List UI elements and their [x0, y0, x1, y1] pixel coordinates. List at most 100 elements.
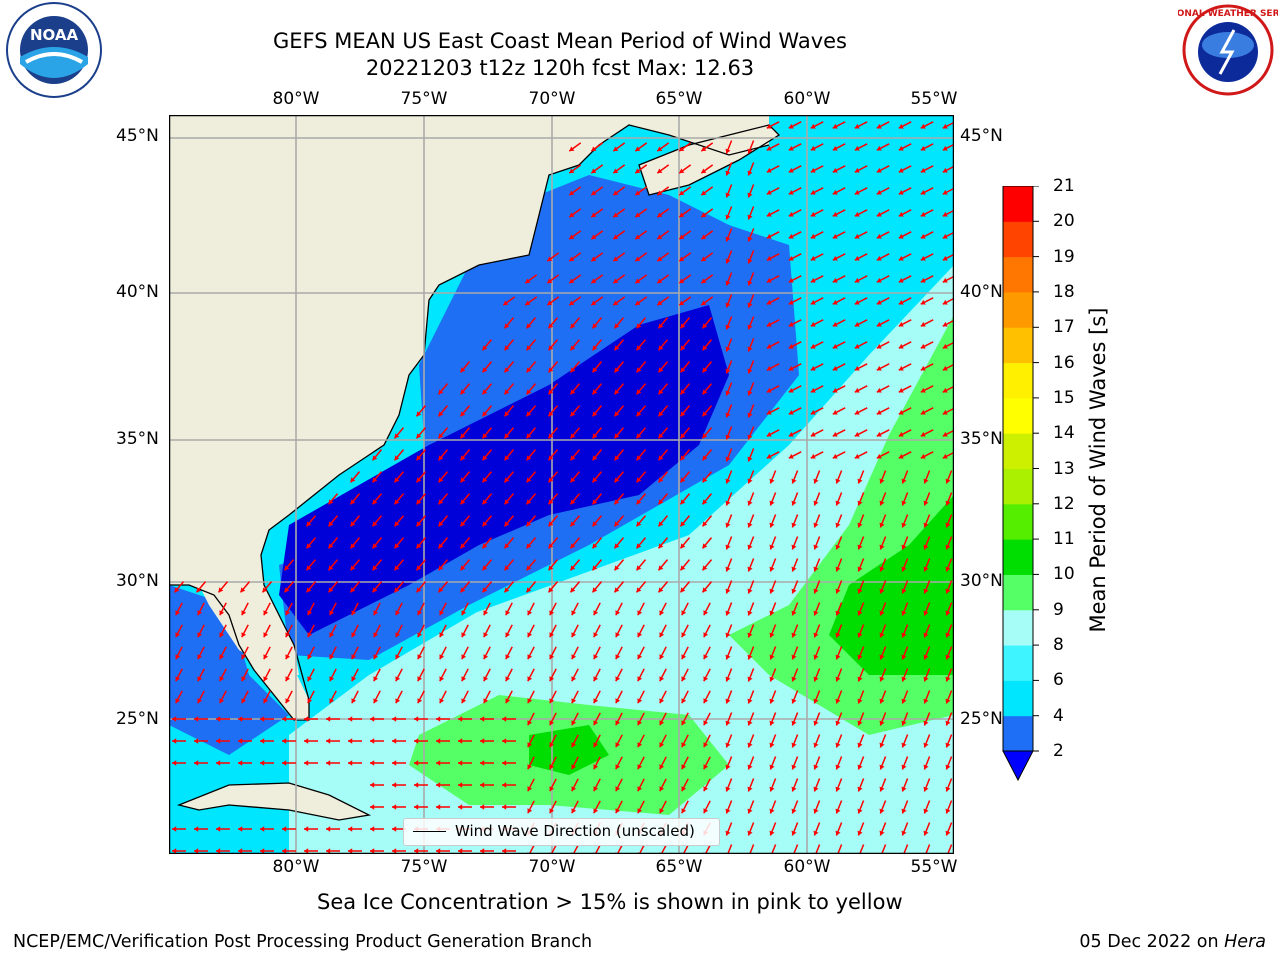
wave-arrow-head: [747, 192, 753, 198]
colorbar-segment: [1003, 433, 1033, 469]
wave-arrow-head: [636, 433, 642, 439]
wave-arrow-head: [436, 738, 441, 744]
wave-arrow-head: [854, 431, 860, 437]
wave-arrow-head: [438, 433, 444, 439]
wave-arrow-head: [637, 610, 643, 616]
wave-arrow: [572, 844, 579, 854]
wave-arrow-head: [482, 433, 488, 439]
wave-arrow-head: [835, 786, 841, 792]
wave-arrow-head: [659, 632, 665, 638]
wave-arrow-head: [703, 654, 709, 660]
wave-arrow-head: [219, 654, 225, 660]
wave-arrow-head: [637, 808, 643, 814]
wave-arrow-head: [766, 453, 772, 459]
wave-arrow-head: [548, 389, 554, 395]
wave-arrow-head: [854, 255, 860, 261]
wave-arrow-head: [438, 389, 444, 395]
zone-bright-green: [829, 495, 954, 675]
wave-arrow-head: [832, 277, 838, 283]
wave-arrow-head: [747, 566, 753, 572]
wave-arrow-head: [526, 455, 532, 461]
wave-arrow-head: [460, 389, 466, 395]
wave-arrow-head: [304, 738, 309, 744]
wave-arrow-head: [769, 830, 775, 836]
map-legend: Wind Wave Direction (unscaled): [403, 818, 720, 846]
wave-arrow-head: [570, 411, 576, 417]
wave-arrow-head: [194, 716, 199, 722]
colorbar-tick-label: 18: [1053, 281, 1075, 302]
wave-arrow-head: [766, 123, 772, 129]
wave-arrow-head: [504, 345, 510, 351]
wave-arrow-head: [920, 189, 926, 195]
wave-arrow-head: [703, 720, 709, 726]
wave-arrow-head: [680, 521, 686, 527]
wave-arrow-head: [549, 698, 555, 704]
wave-arrow-head: [876, 387, 882, 393]
wave-arrow-head: [766, 365, 772, 371]
colorbar-tick-label: 14: [1053, 423, 1075, 444]
wave-arrow-head: [458, 738, 463, 744]
wave-arrow-head: [945, 566, 951, 572]
wave-arrow-head: [702, 499, 708, 505]
wave-arrow-head: [813, 808, 819, 814]
wave-arrow-head: [526, 367, 532, 373]
wave-arrow-head: [680, 455, 686, 461]
wave-arrow-head: [372, 521, 378, 527]
wave-arrow-head: [480, 782, 485, 788]
wave-arrow-head: [219, 676, 225, 682]
wave-arrow-head: [920, 123, 926, 129]
wave-arrow: [946, 844, 953, 854]
wave-arrow-head: [788, 453, 794, 459]
wave-arrow-head: [725, 610, 731, 616]
wave-arrow-head: [788, 233, 794, 239]
wave-arrow-head: [747, 346, 753, 352]
wave-arrow-head: [942, 409, 948, 415]
wave-arrow-head: [857, 654, 863, 660]
wave-arrow-head: [810, 189, 816, 195]
wave-arrow-head: [592, 433, 598, 439]
wave-arrow-head: [923, 720, 929, 726]
wave-arrow-head: [526, 323, 532, 329]
wave-arrow-head: [879, 764, 885, 770]
wave-arrow-head: [525, 278, 531, 284]
wind-wave-arrows: [172, 121, 954, 854]
wave-arrow-head: [703, 786, 709, 792]
wave-arrow-head: [810, 387, 816, 393]
wave-arrow-head: [436, 804, 441, 810]
wave-arrow-head: [304, 716, 309, 722]
lon-label-top-60w: 60°W: [783, 89, 831, 109]
wave-arrow-head: [769, 478, 775, 484]
wave-arrow-head: [769, 588, 775, 594]
wave-arrow-head: [615, 676, 621, 682]
wave-arrow-head: [636, 389, 642, 395]
wave-arrow-head: [306, 543, 312, 549]
wave-arrow-head: [306, 565, 312, 571]
wave-arrow-head: [701, 190, 707, 196]
wave-arrow-head: [613, 212, 619, 218]
wave-arrow-head: [615, 764, 621, 770]
wave-arrow-head: [284, 587, 290, 593]
wave-arrow-head: [725, 588, 731, 594]
wave-arrow-head: [593, 632, 599, 638]
wave-arrow-head: [923, 786, 929, 792]
wave-arrow-head: [876, 189, 882, 195]
wave-arrow-head: [945, 544, 951, 550]
lon-label-bottom-70w: 70°W: [528, 857, 576, 877]
wave-arrow-head: [923, 500, 929, 506]
colorbar-segment: [1003, 715, 1033, 752]
wave-arrow-head: [857, 808, 863, 814]
wave-arrow-head: [460, 477, 466, 483]
wave-arrow-head: [502, 738, 507, 744]
wave-arrow-head: [548, 477, 554, 483]
wave-arrow-head: [788, 255, 794, 261]
wave-arrow-head: [350, 477, 356, 483]
wave-arrow-head: [857, 632, 863, 638]
colorbar-tick-label: 9: [1053, 599, 1064, 620]
wave-arrow-head: [942, 233, 948, 239]
wave-arrow-head: [328, 587, 334, 593]
wave-arrow-head: [788, 189, 794, 195]
wave-arrow-head: [395, 610, 401, 616]
wave-arrow-head: [329, 676, 335, 682]
wave-arrow-head: [701, 146, 707, 152]
wave-arrow-head: [527, 808, 533, 814]
